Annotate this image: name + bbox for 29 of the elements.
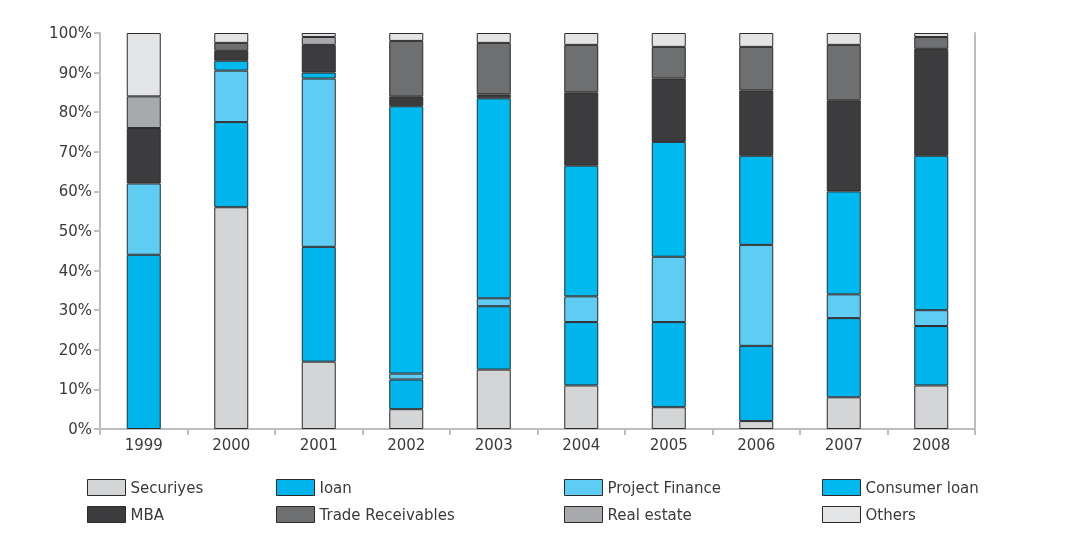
x-tick-label: 2005 [649, 435, 688, 454]
legend-label: Consumer loan [865, 478, 979, 497]
x-tick-label: 2006 [737, 435, 776, 454]
y-tick-label: 90% [58, 63, 92, 82]
y-tick-label: 0% [68, 420, 92, 438]
legend-label: Securiyes [130, 478, 204, 497]
y-tick-label: 10% [58, 380, 92, 399]
y-tick-label: 60% [58, 182, 92, 201]
x-tick-label: 2003 [474, 435, 513, 454]
legend-label: MBA [130, 505, 165, 524]
x-tick-label: 2008 [912, 435, 951, 454]
legend-label: Ioan [319, 478, 352, 497]
legend-label: Trade Receivables [318, 505, 455, 524]
x-tick-label: 1999 [124, 435, 163, 454]
y-tick-label: 70% [58, 142, 92, 161]
y-tick-label: 40% [58, 261, 92, 280]
y-tick-label: 50% [58, 222, 92, 240]
x-tick-label: 2002 [387, 435, 426, 454]
x-tick-label: 2001 [299, 435, 338, 454]
legend-label: Others [865, 505, 917, 524]
x-tick-label: 2007 [824, 435, 863, 454]
y-tick-label: 30% [58, 301, 92, 320]
legend-label: Real estate [607, 505, 692, 524]
y-tick-label: 20% [58, 340, 92, 359]
x-tick-label: 2004 [562, 435, 601, 454]
legend-label: Project Finance [607, 478, 721, 497]
y-tick-label: 80% [58, 103, 92, 122]
y-tick-label: 100% [49, 24, 92, 42]
x-tick-label: 2000 [212, 435, 251, 454]
